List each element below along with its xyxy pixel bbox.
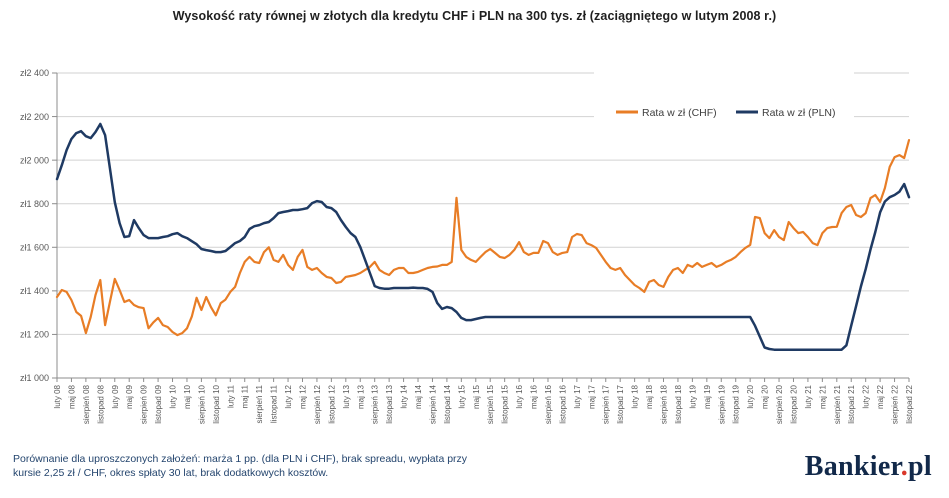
legend-item-chf: Rata w zł (CHF) <box>616 107 717 119</box>
x-tick-label: sierpień 14 <box>428 384 437 424</box>
x-tick-label: luty 11 <box>226 384 235 408</box>
footer-note-line-1: Porównanie dla uproszczonych założeń: ma… <box>13 453 468 465</box>
y-tick-label: zł1 800 <box>20 199 49 209</box>
chart-title: Wysokość raty równej w złotych dla kredy… <box>172 9 777 23</box>
x-tick-label: luty 09 <box>111 384 120 408</box>
y-tick-label: zł2 000 <box>20 155 49 165</box>
legend: Rata w zł (CHF) Rata w zł (PLN) <box>594 67 854 127</box>
legend-item-pln: Rata w zł (PLN) <box>736 107 836 119</box>
x-tick-label: sierpień 08 <box>82 384 91 424</box>
bankier-logo: Bankier.pl <box>805 451 932 483</box>
x-tick-label: maj 11 <box>241 384 250 408</box>
x-tick-label: luty 16 <box>515 384 524 408</box>
x-tick-label: sierpień 11 <box>255 384 264 423</box>
x-tick-label: listopad 17 <box>616 384 625 423</box>
x-tick-label: maj 13 <box>356 384 365 409</box>
y-tick-label: zł1 400 <box>20 286 49 296</box>
y-tick-label: zł1 000 <box>20 373 49 383</box>
x-tick-label: sierpień 10 <box>197 384 206 424</box>
x-tick-label: sierpień 21 <box>833 384 842 424</box>
x-tick-label: luty 13 <box>342 384 351 408</box>
x-tick-label: maj 15 <box>472 384 481 409</box>
x-tick-label: luty 17 <box>573 384 582 408</box>
x-tick-label: maj 20 <box>761 384 770 409</box>
y-tick-label: zł2 200 <box>20 112 49 122</box>
axes <box>56 73 909 379</box>
x-tick-label: sierpień 16 <box>544 384 553 424</box>
x-tick-label: sierpień 18 <box>660 384 669 424</box>
x-tick-label: listopad 20 <box>789 384 798 423</box>
x-tick-label: luty 14 <box>400 384 409 408</box>
x-tick-label: maj 12 <box>298 384 307 409</box>
x-tick-label: luty 22 <box>862 384 871 408</box>
x-tick-label: maj 21 <box>818 384 827 409</box>
x-tick-label: sierpień 20 <box>775 384 784 424</box>
x-tick-label: listopad 15 <box>501 384 510 423</box>
x-tick-label: listopad 14 <box>443 384 452 423</box>
x-tick-label: listopad 18 <box>674 384 683 423</box>
x-tick-label: sierpień 09 <box>140 384 149 424</box>
x-tick-label: luty 12 <box>284 384 293 408</box>
footer-note-line-2: kursie 2,25 zł / CHF, okres spłaty 30 la… <box>13 466 329 479</box>
x-tick-label: luty 10 <box>169 384 178 408</box>
x-tick-label: listopad 13 <box>385 384 394 423</box>
x-tick-label: maj 18 <box>645 384 654 409</box>
x-tick-label: listopad 11 <box>270 384 279 423</box>
x-tick-label: luty 15 <box>457 384 466 408</box>
x-tick-label: sierpień 12 <box>313 384 322 424</box>
x-tick-label: maj 22 <box>876 384 885 409</box>
y-tick-label: zł1 600 <box>20 242 49 252</box>
footer-note: Porównanie dla uproszczonych założeń: ma… <box>13 453 513 480</box>
x-tick-label: listopad 08 <box>96 384 105 423</box>
x-tick-label: sierpień 13 <box>371 384 380 424</box>
x-axis-labels: luty 08 maj 08 sierpień 08 listopad 08 luty … <box>53 378 914 424</box>
logo-text: Bankier <box>804 451 901 482</box>
series-line-pln <box>55 122 911 351</box>
legend-label: Rata w zł (CHF) <box>642 107 717 119</box>
logo-dot: . <box>900 451 909 482</box>
x-tick-label: maj 19 <box>703 384 712 409</box>
x-tick-label: luty 20 <box>746 384 755 408</box>
x-tick-label: listopad 22 <box>905 384 914 423</box>
x-tick-label: sierpień 17 <box>602 384 611 424</box>
x-tick-label: sierpień 15 <box>486 384 495 424</box>
x-tick-label: maj 14 <box>414 384 423 409</box>
x-tick-label: listopad 21 <box>847 384 856 423</box>
x-tick-label: luty 18 <box>631 384 640 408</box>
x-tick-label: listopad 09 <box>154 384 163 423</box>
x-tick-label: sierpień 19 <box>717 384 726 424</box>
x-tick-label: listopad 10 <box>212 384 221 423</box>
y-tick-label: zł2 400 <box>20 68 49 78</box>
x-tick-label: listopad 16 <box>558 384 567 423</box>
x-tick-label: maj 09 <box>125 384 134 409</box>
legend-label: Rata w zł (PLN) <box>762 107 836 119</box>
y-tick-label: zł1 200 <box>20 330 49 340</box>
x-tick-label: listopad 12 <box>327 384 336 423</box>
x-tick-label: sierpień 22 <box>891 384 900 424</box>
x-tick-label: listopad 19 <box>732 384 741 423</box>
logo-suffix: pl <box>908 451 932 482</box>
y-axis-labels: zł1 000 zł1 200 zł1 400 zł1 600 zł1 800 zł2 0… <box>20 68 49 383</box>
x-tick-label: maj 17 <box>587 384 596 409</box>
x-tick-label: luty 21 <box>804 384 813 408</box>
x-tick-label: luty 19 <box>688 384 697 408</box>
series-line-chf <box>55 139 911 337</box>
x-tick-label: luty 08 <box>53 384 62 408</box>
x-tick-label: maj 16 <box>530 384 539 409</box>
x-tick-label: maj 08 <box>67 384 76 409</box>
x-tick-label: maj 10 <box>183 384 192 409</box>
